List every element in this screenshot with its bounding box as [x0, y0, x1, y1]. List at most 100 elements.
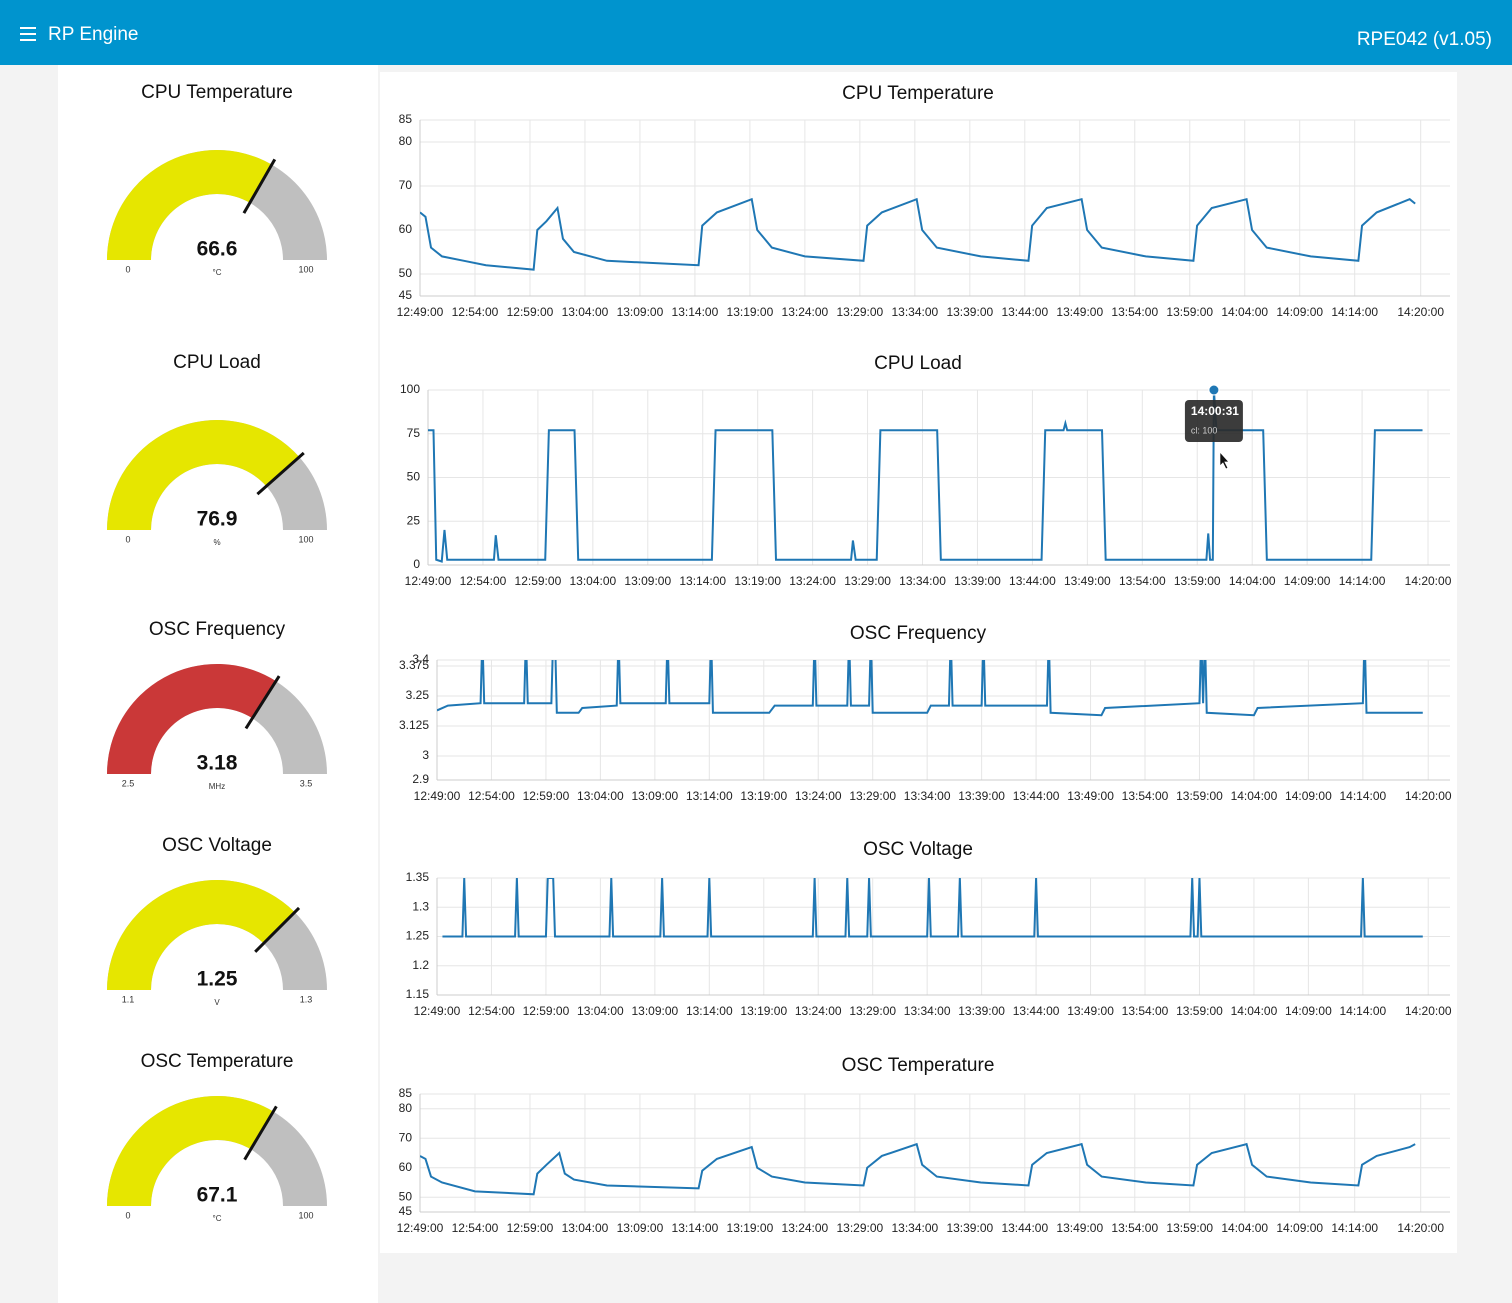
x-tick-label: 14:09:00	[1276, 305, 1323, 319]
mouse-cursor	[1219, 450, 1230, 470]
x-tick-label: 13:29:00	[836, 1221, 883, 1235]
x-tick-label: 13:24:00	[782, 305, 829, 319]
x-tick-label: 13:04:00	[577, 789, 624, 803]
gauge-title: CPU Temperature	[141, 82, 293, 103]
chart-title: OSC Frequency	[850, 623, 987, 644]
x-tick-label: 13:29:00	[849, 789, 896, 803]
x-tick-label: 13:04:00	[577, 1004, 624, 1018]
x-tick-label: 14:14:00	[1340, 1004, 1387, 1018]
gauge-min: 0	[125, 1210, 130, 1220]
gauge-title: OSC Frequency	[149, 619, 286, 640]
y-tick-label: 45	[399, 1204, 413, 1218]
y-tick-label: 0	[413, 557, 420, 571]
x-tick-label: 12:54:00	[452, 1221, 499, 1235]
gauge-max: 1.3	[300, 994, 313, 1004]
menu-button[interactable]	[10, 20, 42, 50]
x-tick-label: 14:04:00	[1221, 1221, 1268, 1235]
x-tick-label: 12:49:00	[414, 1004, 461, 1018]
x-tick-label: 12:54:00	[468, 1004, 515, 1018]
x-tick-label: 12:49:00	[414, 789, 461, 803]
x-tick-label: 13:19:00	[727, 305, 774, 319]
x-tick-label: 13:34:00	[891, 305, 938, 319]
x-tick-label: 13:29:00	[849, 1004, 896, 1018]
x-tick-label: 13:54:00	[1122, 789, 1169, 803]
chart-panel	[380, 72, 1457, 1253]
x-tick-label: 13:44:00	[1001, 305, 1048, 319]
gauge-min: 0	[125, 534, 130, 544]
gauge-unit: %	[213, 538, 220, 547]
x-tick-label: 13:39:00	[946, 1221, 993, 1235]
x-tick-label: 14:04:00	[1231, 789, 1278, 803]
gauge-value-arc	[107, 664, 276, 774]
x-tick-label: 13:54:00	[1122, 1004, 1169, 1018]
gauge-max: 3.5	[300, 778, 313, 788]
y-tick-label: 1.35	[406, 870, 430, 884]
x-tick-label: 13:44:00	[1001, 1221, 1048, 1235]
y-tick-label: 3.375	[399, 658, 429, 672]
x-tick-label: 13:49:00	[1067, 789, 1114, 803]
gauge-unit: °C	[213, 1214, 222, 1223]
y-tick-label: 50	[407, 470, 421, 484]
y-tick-label: 1.15	[406, 987, 430, 1001]
x-tick-label: 13:39:00	[958, 789, 1005, 803]
x-tick-label: 13:04:00	[562, 305, 609, 319]
x-tick-label: 13:14:00	[679, 574, 726, 588]
chart-title: OSC Temperature	[842, 1055, 995, 1076]
gauge-min: 2.5	[122, 778, 135, 788]
x-tick-label: 13:34:00	[891, 1221, 938, 1235]
y-tick-label: 80	[399, 1101, 413, 1115]
tooltip-time: 14:00:31	[1191, 404, 1239, 418]
gauge-unit: °C	[213, 268, 222, 277]
gauge-value-arc	[107, 420, 300, 530]
gauge-unit: V	[214, 998, 220, 1007]
gauge-title: OSC Temperature	[141, 1051, 294, 1072]
gauge-max: 100	[298, 534, 313, 544]
chart-title: OSC Voltage	[863, 839, 973, 860]
y-tick-label: 85	[399, 112, 413, 126]
x-tick-label: 13:09:00	[617, 1221, 664, 1235]
y-tick-label: 70	[399, 1130, 413, 1144]
x-tick-label: 14:09:00	[1284, 574, 1331, 588]
x-tick-label: 13:59:00	[1176, 1004, 1223, 1018]
x-tick-label: 13:14:00	[672, 1221, 719, 1235]
x-tick-label: 13:19:00	[740, 1004, 787, 1018]
x-tick-label: 12:49:00	[397, 1221, 444, 1235]
x-tick-label: 13:59:00	[1166, 1221, 1213, 1235]
x-tick-label: 14:14:00	[1331, 305, 1378, 319]
x-tick-label: 14:04:00	[1231, 1004, 1278, 1018]
x-tick-label: 13:39:00	[954, 574, 1001, 588]
x-tick-label: 14:09:00	[1276, 1221, 1323, 1235]
x-tick-label: 12:54:00	[452, 305, 499, 319]
y-tick-label: 50	[399, 1189, 413, 1203]
gauge-min: 1.1	[122, 994, 135, 1004]
y-tick-label: 1.25	[406, 929, 430, 943]
x-tick-label: 13:39:00	[946, 305, 993, 319]
x-tick-label: 13:19:00	[727, 1221, 774, 1235]
x-tick-label: 13:29:00	[836, 305, 883, 319]
gauge-needle	[242, 158, 277, 214]
x-tick-label: 12:59:00	[515, 574, 562, 588]
x-tick-label: 13:49:00	[1056, 1221, 1103, 1235]
hover-point	[1208, 384, 1220, 396]
gauge-value-arc	[107, 1096, 274, 1206]
y-tick-label: 85	[399, 1086, 413, 1100]
y-tick-label: 80	[399, 134, 413, 148]
x-tick-label: 13:09:00	[624, 574, 671, 588]
gauge-needle	[254, 906, 301, 953]
x-tick-label: 13:44:00	[1009, 574, 1056, 588]
x-tick-label: 13:24:00	[795, 789, 842, 803]
y-tick-label: 3.4	[412, 652, 429, 666]
x-tick-label: 13:34:00	[904, 789, 951, 803]
gauge-value: 66.6	[197, 238, 238, 261]
x-tick-label: 14:20:00	[1405, 1004, 1452, 1018]
data-line	[420, 1142, 1416, 1196]
x-tick-label: 14:14:00	[1340, 789, 1387, 803]
top-bar	[0, 0, 1512, 65]
x-tick-label: 13:24:00	[782, 1221, 829, 1235]
x-tick-label: 13:04:00	[562, 1221, 609, 1235]
data-line	[428, 390, 1423, 563]
x-tick-label: 14:09:00	[1285, 789, 1332, 803]
x-tick-label: 12:49:00	[405, 574, 452, 588]
x-tick-label: 13:44:00	[1013, 789, 1060, 803]
